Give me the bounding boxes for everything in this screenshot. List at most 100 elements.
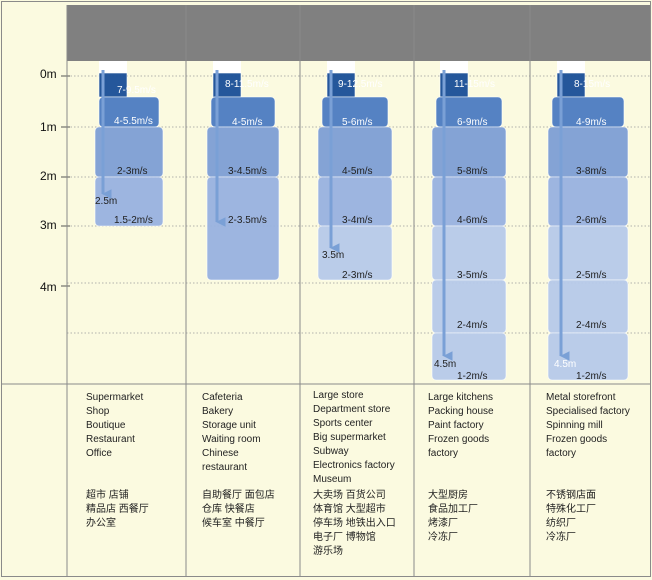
- use-item: 烤漆厂: [428, 518, 458, 529]
- velocity-band: [317, 225, 393, 281]
- velocity-band: [94, 176, 164, 227]
- use-item: Waiting room: [202, 434, 261, 445]
- nozzle-outlet: [557, 61, 585, 73]
- col2-speed-4: 2-3.5m/s: [228, 215, 267, 226]
- ceiling-block: [67, 5, 650, 61]
- use-item: 体育馆 大型超市: [313, 504, 386, 515]
- nozzle-outlet: [99, 61, 127, 73]
- use-item: Bakery: [202, 406, 234, 417]
- nozzle-outlet: [440, 61, 468, 73]
- use-item: 候车室 中餐厅: [202, 518, 265, 529]
- use-item: 游乐场: [313, 546, 343, 557]
- col1-uses-en: Supermarket Shop Boutique Restaurant Off…: [86, 391, 143, 461]
- nozzle-outlet: [327, 61, 355, 73]
- col5-uses-zh: 不锈钢店面 特殊化工厂 纺织厂 冷冻厂: [546, 489, 596, 545]
- col4-speed-4: 4-6m/s: [457, 215, 488, 226]
- use-item: 超市 店铺: [86, 490, 129, 501]
- use-item: Packing house: [428, 406, 494, 417]
- use-item: Restaurant: [86, 434, 135, 445]
- use-item: Frozen goods: [428, 434, 490, 445]
- col3-speed-5: 2-3m/s: [342, 270, 373, 281]
- col1-uses-zh: 超市 店铺 精品店 西餐厅 办公室: [86, 489, 149, 531]
- col4-uses-en: Large kitchens Packing house Paint facto…: [428, 391, 494, 461]
- col1-arrow-label: 2.5m: [95, 196, 118, 207]
- use-item: 食品加工厂: [428, 504, 478, 515]
- col4-speed-6: 2-4m/s: [457, 320, 488, 331]
- col5-speed-5: 2-5m/s: [576, 270, 607, 281]
- use-item: Storage unit: [202, 420, 256, 431]
- velocity-band: [547, 332, 629, 381]
- use-item: 仓库 快餐店: [202, 504, 255, 515]
- use-item: Supermarket: [86, 392, 144, 403]
- col5-arrow-label: 4.5m: [554, 359, 577, 370]
- use-item: factory: [428, 448, 459, 459]
- col1-speed-4: 1.5-2m/s: [114, 215, 153, 226]
- use-item: Sports center: [313, 418, 373, 429]
- depth-label-2m: 2m: [40, 169, 57, 183]
- use-item: Electronics factory: [313, 460, 395, 471]
- col3-arrow-label: 3.5m: [322, 250, 345, 261]
- use-item: Boutique: [86, 420, 126, 431]
- col1-speed-3: 2-3m/s: [117, 166, 148, 177]
- use-item: 冷冻厂: [428, 532, 458, 543]
- use-item: Metal storefront: [546, 392, 616, 403]
- col3-speed-1: 9-12.5m/s: [338, 79, 383, 90]
- col5-speed-6: 2-4m/s: [576, 320, 607, 331]
- use-item: 特殊化工厂: [546, 504, 596, 515]
- use-item: 大型厨房: [428, 490, 468, 501]
- depth-label-3m: 3m: [40, 218, 57, 232]
- use-item: Specialised factory: [546, 406, 630, 417]
- col5-speed-4: 2-6m/s: [576, 215, 607, 226]
- use-item: 停车场 地铁出入口: [313, 518, 396, 529]
- col4-uses-zh: 大型厨房 食品加工厂 烤漆厂 冷冻厂: [428, 489, 478, 545]
- col2-uses-en: Cafeteria Bakery Storage unit Waiting ro…: [202, 391, 261, 475]
- use-item: 精品店 西餐厅: [86, 504, 149, 515]
- use-item: 不锈钢店面: [546, 490, 596, 501]
- use-item: Office: [86, 448, 112, 459]
- col4-speed-2: 6-9m/s: [457, 117, 488, 128]
- velocity-band: [206, 176, 280, 281]
- col5-speed-3: 3-8m/s: [576, 166, 607, 177]
- use-item: Large kitchens: [428, 392, 494, 403]
- col1-speed-1: 7-9.5m/s: [117, 85, 156, 96]
- use-item: Chinese: [202, 448, 239, 459]
- use-item: Frozen goods: [546, 434, 608, 445]
- col1-speed-2: 4-5.5m/s: [114, 116, 153, 127]
- col2-speed-3: 3-4.5m/s: [228, 166, 267, 177]
- depth-label-0m: 0m: [40, 67, 57, 81]
- velocity-band: [431, 332, 507, 381]
- use-item: restaurant: [202, 462, 248, 473]
- nozzle-outlet: [213, 61, 241, 73]
- depth-label-4m: 4m: [40, 280, 57, 294]
- col5-speed-2: 4-9m/s: [576, 117, 607, 128]
- col4-speed-3: 5-8m/s: [457, 166, 488, 177]
- use-item: Museum: [313, 474, 352, 485]
- col4-speed-7: 1-2m/s: [457, 371, 488, 382]
- use-item: Large store: [313, 390, 364, 401]
- use-item: 大卖场 百货公司: [313, 490, 386, 501]
- use-item: Cafeteria: [202, 392, 243, 403]
- use-item: Subway: [313, 446, 349, 457]
- col2-speed-1: 8-11.5m/s: [225, 79, 269, 90]
- col4-speed-5: 3-5m/s: [457, 270, 488, 281]
- col3-uses-zh: 大卖场 百货公司 体育馆 大型超市 停车场 地铁出入口 电子厂 博物馆 游乐场: [313, 489, 396, 559]
- use-item: Spinning mill: [546, 420, 603, 431]
- col4-speed-1: 11-15m/s: [454, 79, 495, 90]
- col2-speed-2: 4-5m/s: [232, 117, 263, 128]
- use-item: 冷冻厂: [546, 532, 576, 543]
- col5-speed-7: 1-2m/s: [576, 371, 607, 382]
- use-item: factory: [546, 448, 577, 459]
- use-item: 电子厂 博物馆: [313, 532, 376, 543]
- col2-uses-zh: 自助餐厅 面包店 仓库 快餐店 候车室 中餐厅: [202, 489, 275, 531]
- depth-label-1m: 1m: [40, 120, 57, 134]
- use-item: 纺织厂: [546, 518, 576, 529]
- use-item: Big supermarket: [313, 432, 386, 443]
- col3-uses-en: Large store Department store Sports cent…: [313, 389, 395, 487]
- use-item: 办公室: [86, 518, 116, 529]
- col3-speed-2: 5-6m/s: [342, 117, 373, 128]
- use-item: 自助餐厅 面包店: [202, 490, 275, 501]
- col4-arrow-label: 4.5m: [434, 359, 457, 370]
